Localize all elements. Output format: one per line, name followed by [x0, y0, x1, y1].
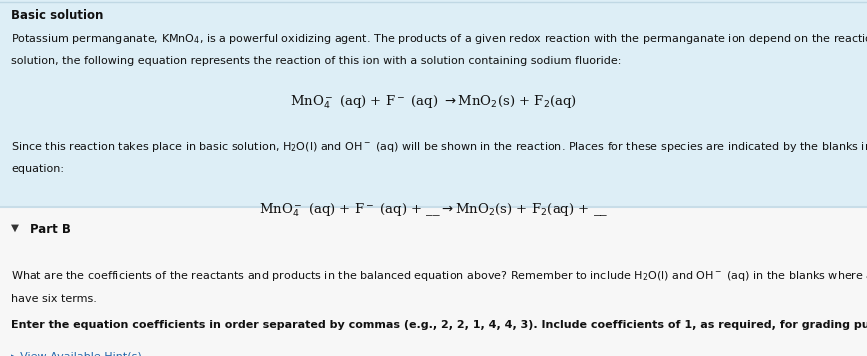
Text: ▼: ▼ — [11, 223, 19, 233]
Text: Enter the equation coefficients in order separated by commas (e.g., 2, 2, 1, 4, : Enter the equation coefficients in order… — [11, 320, 867, 330]
Text: Potassium permanganate, KMnO$_4$, is a powerful oxidizing agent. The products of: Potassium permanganate, KMnO$_4$, is a p… — [11, 32, 867, 46]
Text: equation:: equation: — [11, 164, 64, 174]
Text: Part B: Part B — [30, 223, 71, 236]
Bar — [0, 207, 867, 356]
Text: Basic solution: Basic solution — [11, 9, 104, 22]
Text: ▸ View Available Hint(s): ▸ View Available Hint(s) — [11, 352, 142, 356]
Bar — [0, 0, 867, 207]
Text: have six terms.: have six terms. — [11, 294, 97, 304]
Text: MnO$_4^-$ (aq) + F$^-$ (aq) + __$\rightarrow$MnO$_2$(s) + F$_2$(aq) + __: MnO$_4^-$ (aq) + F$^-$ (aq) + __$\righta… — [259, 201, 608, 219]
Text: Since this reaction takes place in basic solution, H$_2$O(l) and OH$^-$ (aq) wil: Since this reaction takes place in basic… — [11, 140, 867, 154]
Text: MnO$_4^-$ (aq) + F$^-$ (aq) $\rightarrow$MnO$_2$(s) + F$_2$(aq): MnO$_4^-$ (aq) + F$^-$ (aq) $\rightarrow… — [290, 94, 577, 111]
Text: What are the coefficients of the reactants and products in the balanced equation: What are the coefficients of the reactan… — [11, 269, 867, 283]
Text: solution, the following equation represents the reaction of this ion with a solu: solution, the following equation represe… — [11, 56, 622, 66]
